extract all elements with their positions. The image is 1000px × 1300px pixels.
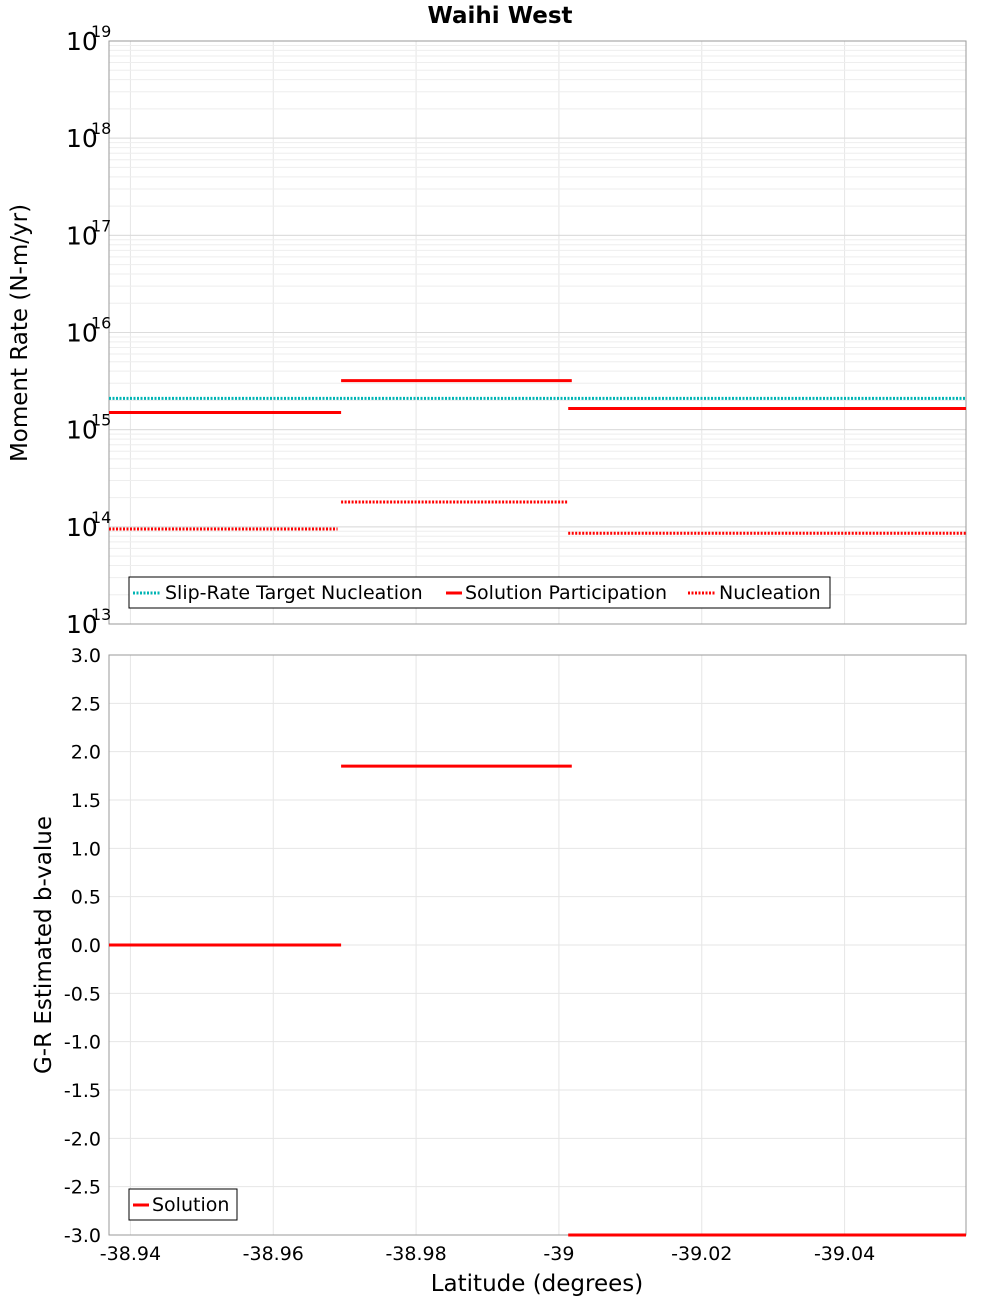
y-tick-label: 10 (66, 416, 98, 445)
moment-rate-gridlines (109, 40, 966, 625)
y-tick-label: 2.0 (71, 742, 101, 764)
b-value-y-axis-label: G-R Estimated b-value (31, 816, 57, 1074)
b-value-y-ticks: -3.0 -2.5 -2.0 -1.5 -1.0 -0.5 0.0 0.5 1.0 1.5 2.0 2… (64, 645, 101, 1247)
x-tick-label: -39 (543, 1243, 574, 1265)
y-tick-label: -1.0 (64, 1032, 101, 1054)
y-tick-label: 10 (66, 124, 98, 153)
y-tick-label: -3.0 (64, 1225, 101, 1247)
legend-label-slip-rate-target: Slip-Rate Target Nucleation (165, 582, 423, 604)
y-tick-label: 0.5 (71, 887, 101, 909)
y-tick-exponent: 16 (91, 314, 111, 333)
y-tick-exponent: 18 (91, 119, 111, 138)
y-tick-exponent: 17 (91, 216, 111, 235)
b-value-legend: Solution (128, 1188, 238, 1221)
moment-rate-series (109, 379, 966, 535)
y-tick-label: 10 (66, 513, 98, 542)
y-tick-exponent: 15 (91, 411, 111, 430)
y-tick-label: 10 (66, 610, 98, 639)
b-value-panel: -3.0 -2.5 -2.0 -1.5 -1.0 -0.5 0.0 0.5 1.0 1.5 2.0 2… (31, 645, 967, 1297)
x-tick-label: -38.96 (243, 1243, 304, 1265)
x-tick-label: -38.94 (100, 1243, 161, 1265)
latitude-x-axis-label: Latitude (degrees) (431, 1271, 644, 1297)
y-tick-label: -1.5 (64, 1080, 101, 1102)
y-tick-exponent: 14 (91, 508, 111, 527)
y-tick-label: 2.5 (71, 693, 101, 715)
y-tick-label: 10 (66, 319, 98, 348)
x-tick-label: -38.98 (385, 1243, 446, 1265)
latitude-x-ticks: -38.94 -38.96 -38.98 -39 -39.02 -39.04 (100, 1243, 875, 1265)
y-tick-label: 0.0 (71, 935, 101, 957)
y-tick-exponent: 19 (91, 22, 111, 41)
y-tick-label: 1.0 (71, 838, 101, 860)
y-tick-exponent: 13 (91, 605, 111, 624)
chart-title: Waihi West (427, 3, 572, 29)
moment-rate-legend: Slip-Rate Target Nucleation Solution Par… (128, 576, 831, 609)
y-tick-label: -2.5 (64, 1177, 101, 1199)
moment-rate-plot-frame (108, 40, 967, 625)
x-tick-label: -39.02 (671, 1243, 732, 1265)
legend-label-solution: Solution (152, 1194, 229, 1216)
y-tick-label: -2.0 (64, 1128, 101, 1150)
b-value-series (109, 764, 966, 1237)
x-tick-label: -39.04 (814, 1243, 875, 1265)
y-tick-label: 3.0 (71, 645, 101, 667)
y-tick-label: 10 (66, 221, 98, 250)
y-tick-label: -0.5 (64, 983, 101, 1005)
moment-rate-y-axis-label: Moment Rate (N-m/yr) (7, 204, 33, 462)
y-tick-label: 1.5 (71, 790, 101, 812)
y-tick-label: 10 (66, 27, 98, 56)
legend-label-nucleation: Nucleation (719, 582, 821, 604)
legend-label-solution-participation: Solution Participation (465, 582, 667, 604)
